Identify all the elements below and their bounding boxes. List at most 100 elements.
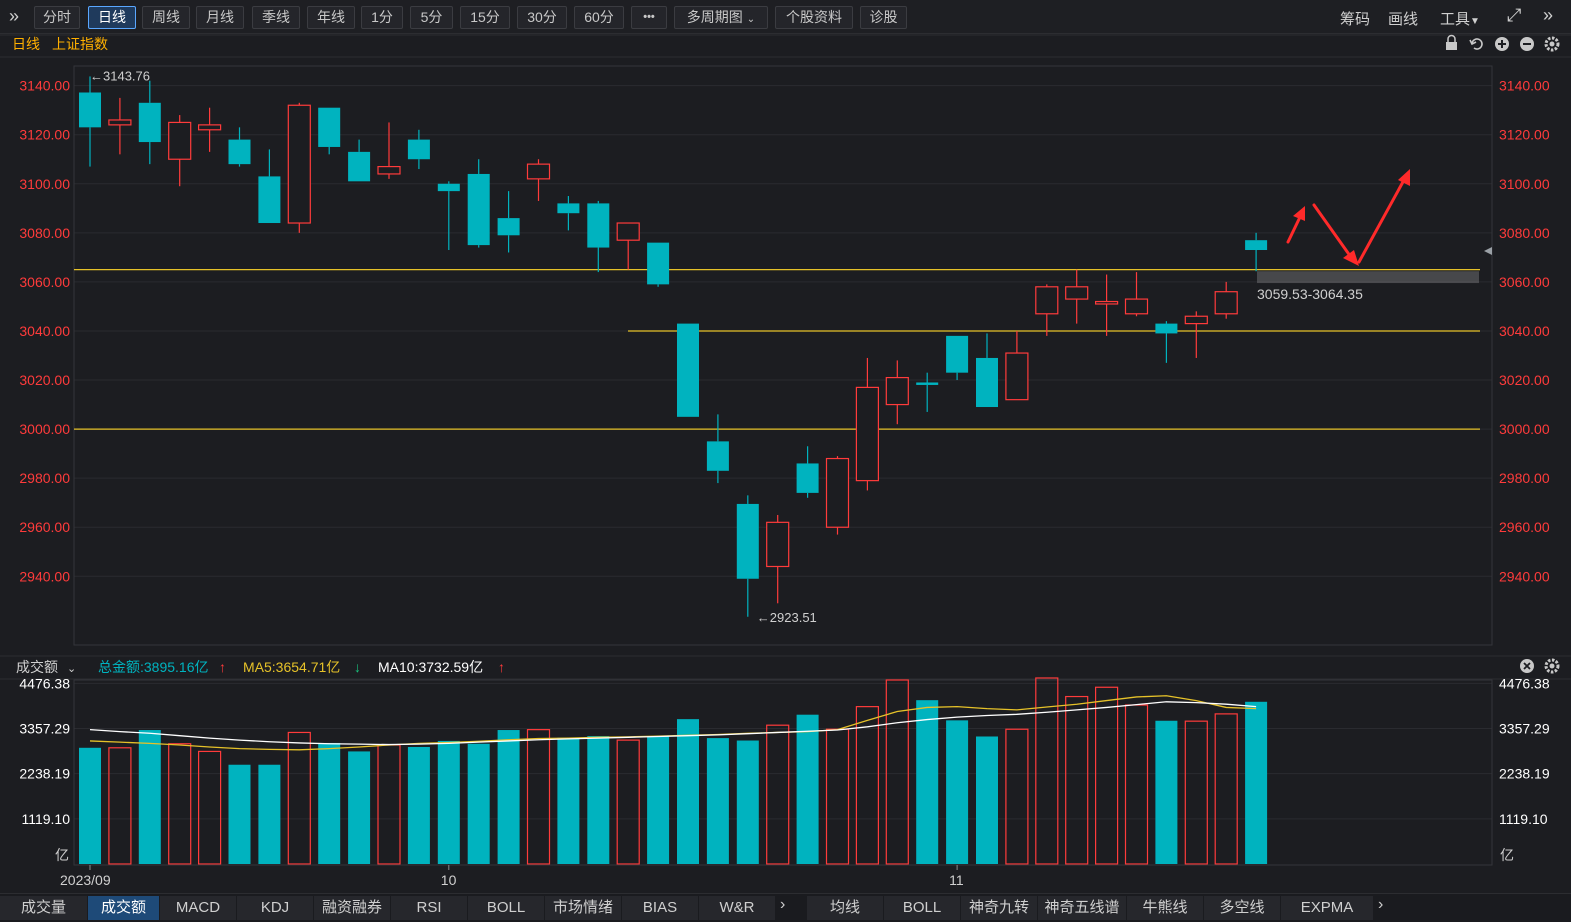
candle xyxy=(287,102,311,233)
candle-body-down xyxy=(497,218,520,236)
chevron-down-icon[interactable]: ⌄ xyxy=(67,663,76,675)
candle-body-down xyxy=(258,176,281,224)
price-tick-label: 3060.00 xyxy=(1499,274,1550,290)
red-arrow-annotations xyxy=(1286,169,1410,266)
tab-margin[interactable]: 融资融券 xyxy=(314,896,391,920)
candle-body-up xyxy=(885,376,909,406)
tab-volume[interactable]: 成交量 xyxy=(0,896,88,920)
period-quarterly[interactable]: 季线 xyxy=(252,6,300,29)
fullscreen-icon[interactable]: ⤢ xyxy=(1507,5,1522,25)
period-1min[interactable]: 1分 xyxy=(361,6,403,29)
volume-tick-label: 4476.38 xyxy=(1499,675,1550,691)
volume-tick-label: 1119.10 xyxy=(21,811,70,827)
volume-bar-series xyxy=(79,677,1268,865)
x-tick-label: 11 xyxy=(949,872,964,888)
price-tick-label: 2940.00 xyxy=(1499,568,1550,584)
ma5-amount-label: MA5:3654.71亿 xyxy=(243,659,340,675)
period-monthly[interactable]: 月线 xyxy=(196,6,244,29)
ma10-amount-label: MA10:3732.59亿 xyxy=(378,659,483,675)
more-periods-button[interactable]: ••• xyxy=(631,6,667,29)
tab-bias[interactable]: BIAS xyxy=(622,896,699,920)
volume-bar-down xyxy=(258,764,281,864)
volume-bar-down xyxy=(677,719,699,864)
volume-unit-left: 亿 xyxy=(55,847,69,863)
period-daily[interactable]: 日线 xyxy=(88,6,136,29)
tab-kdj[interactable]: KDJ xyxy=(237,896,314,920)
volume-bar-up xyxy=(885,679,909,865)
candle xyxy=(587,200,610,273)
volume-bar-down xyxy=(497,730,520,864)
volume-tick-label: 2238.19 xyxy=(1499,766,1550,782)
period-yearly[interactable]: 年线 xyxy=(307,6,355,29)
price-tick-label: 3100.00 xyxy=(1499,176,1550,192)
tab-long-short[interactable]: 多空线 xyxy=(1204,896,1281,920)
candle-body-down xyxy=(467,173,490,246)
period-30min[interactable]: 30分 xyxy=(517,6,567,29)
chips-button[interactable]: 筹码 xyxy=(1340,11,1371,28)
candle xyxy=(258,149,281,224)
tab-rsi[interactable]: RSI xyxy=(391,896,468,920)
price-tick-label: 2980.00 xyxy=(19,470,70,486)
volume-bar-up xyxy=(1184,720,1208,865)
gear-icon[interactable] xyxy=(1544,658,1560,674)
expand-sidebar-icon[interactable]: » xyxy=(9,6,20,26)
tab-magic-five[interactable]: 神奇五线谱 xyxy=(1038,896,1127,920)
candle xyxy=(976,333,998,408)
candle-body-down xyxy=(557,203,580,214)
volume-tick-label: 3357.29 xyxy=(1499,721,1550,737)
tab-bull-bear[interactable]: 牛熊线 xyxy=(1127,896,1204,920)
tab-macd[interactable]: MACD xyxy=(160,896,237,920)
volume-bar-down xyxy=(437,740,460,864)
lock-icon[interactable] xyxy=(1446,34,1457,51)
support-resistance-lines xyxy=(74,268,1480,430)
volume-bar-up xyxy=(287,731,311,865)
period-weekly[interactable]: 周线 xyxy=(142,6,190,29)
period-60min[interactable]: 60分 xyxy=(574,6,624,29)
volume-bar-down xyxy=(647,736,670,864)
price-axis-right: 2940.00 2960.00 2980.00 3000.00 3020.00 3040.… xyxy=(1499,78,1550,585)
volume-bar-up xyxy=(526,729,551,865)
zoom-in-icon[interactable] xyxy=(1495,37,1509,51)
tab-sentiment[interactable]: 市场情绪 xyxy=(545,896,622,920)
tab-wr[interactable]: W&R xyxy=(699,896,776,920)
candle-body-down xyxy=(1155,323,1178,334)
volume-bar-up xyxy=(766,724,790,865)
price-tick-label: 3100.00 xyxy=(19,176,70,192)
multi-period-label: 多周期图 xyxy=(686,9,743,25)
tab-turnover[interactable]: 成交额 xyxy=(88,896,160,920)
candle xyxy=(1035,284,1059,336)
period-intraday[interactable]: 分时 xyxy=(34,6,80,29)
volume-bar-up xyxy=(1214,713,1238,865)
tab-boll-overlay[interactable]: BOLL xyxy=(884,896,961,920)
ma10-line xyxy=(89,701,1257,746)
candle-body-up xyxy=(766,521,790,568)
tab-expma[interactable]: EXPMA xyxy=(1281,896,1374,920)
tab-magic-nine[interactable]: 神奇九转 xyxy=(961,896,1038,920)
volume-indicator-label[interactable]: 成交额 xyxy=(16,659,58,675)
scroll-right-icon[interactable]: › xyxy=(1378,896,1384,913)
scroll-right-icon[interactable]: › xyxy=(780,896,786,913)
tab-boll[interactable]: BOLL xyxy=(468,896,545,920)
stock-info-button[interactable]: 个股资料 xyxy=(775,6,853,29)
candle-body-down xyxy=(228,139,251,165)
price-tick-label: 3020.00 xyxy=(19,372,70,388)
price-tick-label: 3120.00 xyxy=(19,127,70,143)
draw-line-button[interactable]: 画线 xyxy=(1388,11,1419,28)
period-5min[interactable]: 5分 xyxy=(410,6,453,29)
collapse-right-icon[interactable]: » xyxy=(1543,5,1554,25)
diagnose-button[interactable]: 诊股 xyxy=(860,6,907,29)
candle-body-down xyxy=(437,183,460,192)
multi-period-dropdown[interactable]: 多周期图 ⌄ xyxy=(674,6,768,29)
period-15min[interactable]: 15分 xyxy=(460,6,510,29)
gear-icon[interactable] xyxy=(1544,36,1560,52)
volume-chart-frame xyxy=(73,679,1493,866)
candle-body-down xyxy=(677,323,699,417)
candle-body-up xyxy=(526,163,551,180)
undo-icon[interactable] xyxy=(1469,38,1483,50)
volume-unit-right: 亿 xyxy=(1500,847,1514,863)
tab-ma[interactable]: 均线 xyxy=(807,896,884,920)
close-icon[interactable] xyxy=(1520,659,1534,673)
zoom-out-icon[interactable] xyxy=(1520,37,1534,51)
chevron-down-icon: ⌄ xyxy=(746,14,756,25)
tools-dropdown[interactable]: 工具▼ xyxy=(1440,8,1480,29)
